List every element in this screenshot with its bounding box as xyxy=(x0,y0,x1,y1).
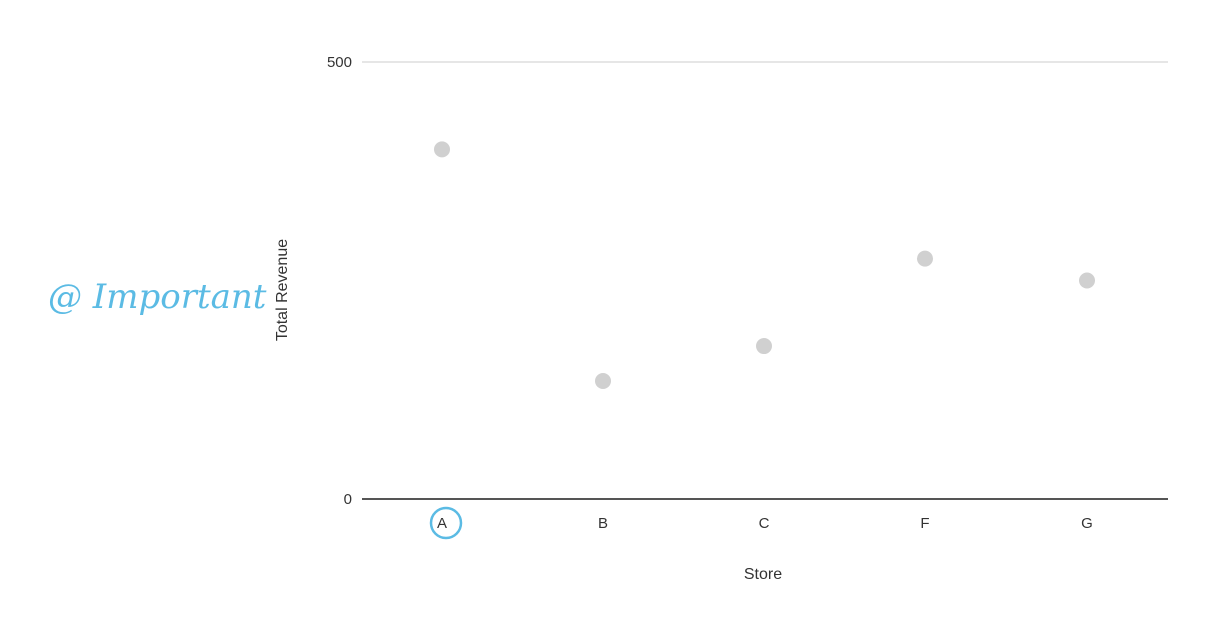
x-tick-label-b: B xyxy=(598,515,608,532)
y-tick-label-max: 500 xyxy=(327,54,352,71)
annotation-circle xyxy=(429,506,463,540)
data-point-g xyxy=(1079,272,1095,289)
x-tick-label-c: C xyxy=(759,515,770,532)
data-point-a xyxy=(434,141,450,158)
x-axis-title: Store xyxy=(744,566,782,583)
x-tick-label-g: G xyxy=(1081,515,1093,532)
annotation-note: @ Important xyxy=(48,277,267,317)
data-point-b xyxy=(595,373,611,390)
x-tick-label-f: F xyxy=(920,515,929,532)
y-tick-label-zero: 0 xyxy=(344,491,352,508)
data-point-c xyxy=(756,338,772,355)
data-point-f xyxy=(917,250,933,267)
data-points xyxy=(434,141,1095,390)
x-tick-label-a: A xyxy=(437,515,447,532)
y-axis-title: Total Revenue xyxy=(274,239,291,341)
